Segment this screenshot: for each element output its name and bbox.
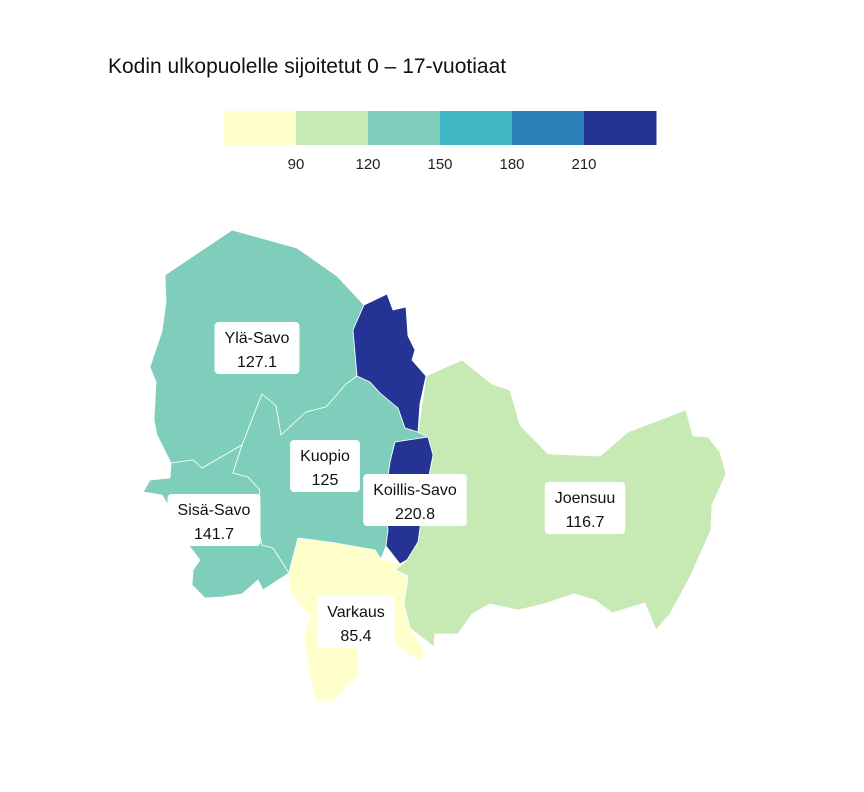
region-name-joensuu: Joensuu xyxy=(555,490,616,507)
region-value-joensuu: 116.7 xyxy=(566,514,605,531)
label-box-sisa-savo xyxy=(167,494,261,546)
region-name-koillis-savo: Koillis-Savo xyxy=(373,482,457,499)
legend-swatches xyxy=(224,111,657,145)
region-value-sisa-savo: 141.7 xyxy=(194,526,234,543)
legend-swatch-4 xyxy=(512,111,585,145)
label-joensuu: Joensuu 116.7 xyxy=(544,482,626,534)
map-regions xyxy=(142,229,727,703)
region-labels: Ylä-Savo 127.1 Kuopio 125 Koillis-Savo 220.8 S… xyxy=(167,322,626,648)
label-sisa-savo: Sisä-Savo 141.7 xyxy=(167,494,261,546)
region-name-varkaus: Varkaus xyxy=(327,604,385,621)
label-yla-savo: Ylä-Savo 127.1 xyxy=(214,322,300,374)
region-name-kuopio: Kuopio xyxy=(300,448,350,465)
legend-swatch-5 xyxy=(584,111,657,145)
legend-swatch-1 xyxy=(296,111,369,145)
label-kuopio: Kuopio 125 xyxy=(290,440,360,492)
region-value-koillis-savo: 220.8 xyxy=(395,506,435,523)
color-legend: 90 120 150 180 210 xyxy=(224,111,657,173)
legend-tick-120: 120 xyxy=(355,156,380,173)
chart-title: Kodin ulkopuolelle sijoitetut 0 – 17-vuo… xyxy=(108,55,507,78)
legend-tick-180: 180 xyxy=(499,156,524,173)
label-box-koillis-savo xyxy=(363,474,467,526)
region-name-yla-savo: Ylä-Savo xyxy=(225,330,290,347)
label-box-kuopio xyxy=(290,440,360,492)
label-box-varkaus xyxy=(317,596,395,648)
label-box-joensuu xyxy=(544,482,626,534)
legend-tick-210: 210 xyxy=(571,156,596,173)
region-value-yla-savo: 127.1 xyxy=(237,354,277,371)
region-value-varkaus: 85.4 xyxy=(340,628,371,645)
legend-swatch-0 xyxy=(224,111,297,145)
label-box-yla-savo xyxy=(214,322,300,374)
region-name-sisa-savo: Sisä-Savo xyxy=(178,502,251,519)
legend-swatch-3 xyxy=(440,111,513,145)
label-koillis-savo: Koillis-Savo 220.8 xyxy=(363,474,467,526)
label-varkaus: Varkaus 85.4 xyxy=(317,596,395,648)
legend-ticks: 90 120 150 180 210 xyxy=(288,156,597,173)
region-value-kuopio: 125 xyxy=(312,472,339,489)
legend-tick-150: 150 xyxy=(427,156,452,173)
legend-swatch-2 xyxy=(368,111,441,145)
legend-tick-90: 90 xyxy=(288,156,305,173)
